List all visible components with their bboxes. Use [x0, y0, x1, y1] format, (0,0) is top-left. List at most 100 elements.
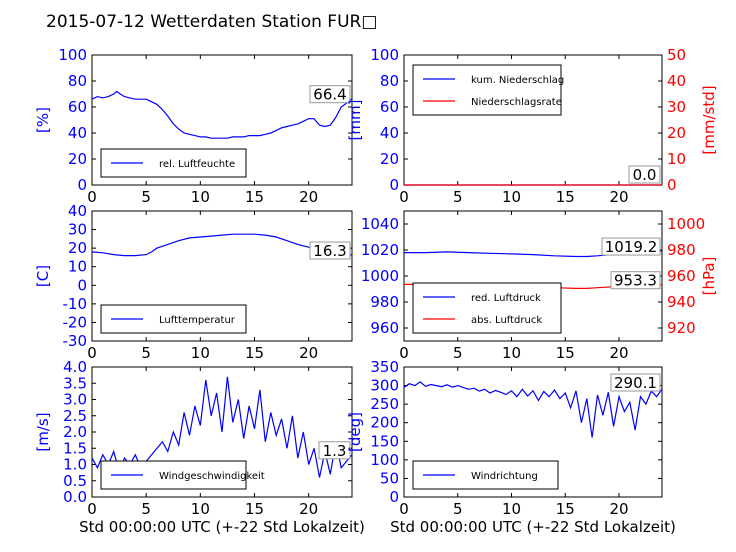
series-line-0 — [91, 233, 353, 257]
y-tick-label: 0 — [389, 488, 399, 506]
y-tick-label: 0.0 — [63, 488, 87, 506]
y-right-axis-label: [hPa] — [700, 257, 718, 296]
x-tick-label: 10 — [502, 500, 521, 518]
y-tick-label: 960 — [370, 319, 399, 337]
y-tick-label: 1040 — [361, 215, 399, 233]
legend-box — [412, 64, 562, 116]
y-right-tick-label: 20 — [667, 124, 686, 142]
y-axis-label: [m/s] — [34, 412, 52, 451]
y-tick-label: 0.5 — [63, 472, 87, 490]
subplot-humidity: 0 5 10 15 20 0 20 40 60 80 100 [%] 66.4 rel. Luftfeuc… — [34, 46, 353, 206]
y-tick-label: 1000 — [361, 267, 399, 285]
value-annotation-2-box — [610, 271, 661, 290]
legend-label: Windrichtung — [471, 471, 538, 482]
y-tick-label: 80 — [380, 72, 399, 90]
y-tick-label: 100 — [370, 451, 399, 469]
y-tick-label: 40 — [68, 124, 87, 142]
legend: Lufttemperatur — [100, 304, 247, 334]
y-tick-label: 350 — [370, 358, 399, 376]
figure-title: 2015-07-12 Wetterdaten Station FUR□ — [46, 12, 377, 32]
plot-frame — [91, 54, 353, 186]
y-tick-label: 10 — [68, 258, 87, 276]
y-tick-label: 60 — [380, 98, 399, 116]
value-annotation: 290.1 — [614, 374, 657, 392]
subplot-wind_speed: 0 5 10 15 20 0.00.51.01.52.02.53.03.54.0 [m/s]… — [34, 358, 365, 536]
x-tick-label: 10 — [502, 344, 521, 362]
x-tick-label: 5 — [453, 344, 463, 362]
x-tick-label: 15 — [245, 344, 264, 362]
y-right-tick-label: 30 — [667, 98, 686, 116]
x-tick-label: 20 — [609, 344, 628, 362]
legend-box — [412, 282, 562, 334]
value-annotation: 16.3 — [313, 242, 346, 260]
y-right-axis-label: [mm/std] — [700, 85, 718, 154]
y-tick-label: 20 — [68, 150, 87, 168]
value-annotation-2: 0.0 — [633, 166, 657, 184]
x-tick-label: 20 — [299, 188, 318, 206]
y-tick-label: 1020 — [361, 241, 399, 259]
y-tick-label: 0 — [77, 276, 87, 294]
x-tick-label: 5 — [453, 188, 463, 206]
y-tick-label: 0 — [389, 176, 399, 194]
subplot-temperature: 0 5 10 15 20-30-20-10010203040[C]16.3Lufttem… — [34, 202, 353, 362]
value-annotation: 1019.2 — [605, 238, 658, 256]
legend-box — [100, 148, 247, 178]
y-tick-label: 150 — [370, 432, 399, 450]
value-annotation-box — [601, 237, 661, 256]
y-tick-label: 50 — [380, 469, 399, 487]
y-right-tick-label: 50 — [667, 46, 686, 64]
y-axis-label: [mm] — [346, 100, 364, 141]
x-tick-label: 20 — [609, 188, 628, 206]
y-right-tick-label: 40 — [667, 72, 686, 90]
y-axis-label: [%] — [34, 107, 52, 133]
y-tick-label: 250 — [370, 395, 399, 413]
x-tick-label: 0 — [399, 188, 409, 206]
subplot-pressure: 0 5 10 15 20 960 980 1000 1020 1040 920 940 960 980 10… — [361, 210, 718, 362]
y-tick-label: 20 — [68, 239, 87, 257]
y-right-tick-label: 1000 — [667, 215, 705, 233]
x-tick-label: 10 — [191, 188, 210, 206]
x-tick-label: 20 — [609, 500, 628, 518]
y-tick-label: 300 — [370, 377, 399, 395]
x-tick-label: 15 — [556, 500, 575, 518]
y-tick-label: 80 — [68, 72, 87, 90]
value-annotation-box — [318, 441, 351, 460]
y-tick-label: 40 — [380, 124, 399, 142]
x-axis-label: Std 00:00:00 UTC (+-22 Std Lokalzeit) — [390, 518, 676, 536]
y-tick-label: 1.0 — [63, 456, 87, 474]
y-tick-label: -30 — [63, 332, 88, 350]
x-tick-label: 0 — [399, 500, 409, 518]
y-right-tick-label: 980 — [667, 241, 696, 259]
y-tick-label: 20 — [380, 150, 399, 168]
value-annotation: 66.4 — [313, 86, 346, 104]
y-right-tick-label: 0 — [667, 176, 677, 194]
legend-label: red. Luftdruck — [471, 293, 541, 304]
legend-label: rel. Luftfeuchte — [159, 159, 235, 170]
x-tick-label: 10 — [191, 344, 210, 362]
legend-label: Niederschlagsrate — [471, 97, 562, 108]
legend-label: abs. Luftdruck — [471, 315, 542, 326]
y-right-tick-label: 920 — [667, 319, 696, 337]
y-tick-label: 100 — [58, 46, 87, 64]
x-tick-label: 5 — [453, 500, 463, 518]
y-tick-label: 200 — [370, 414, 399, 432]
x-tick-label: 0 — [87, 188, 97, 206]
y-right-tick-label: 940 — [667, 293, 696, 311]
value-annotation: 1.3 — [323, 442, 347, 460]
y-tick-label: -20 — [63, 313, 88, 331]
legend: Windrichtung — [412, 460, 559, 490]
x-tick-label: 15 — [245, 188, 264, 206]
x-tick-label: 15 — [245, 500, 264, 518]
legend: red. Luftdruck abs. Luftdruck — [412, 282, 562, 334]
plot-frame — [91, 210, 353, 342]
y-axis-label: [C] — [34, 265, 52, 287]
series-line-0 — [91, 376, 353, 478]
x-tick-label: 15 — [556, 344, 575, 362]
x-tick-label: 0 — [87, 500, 97, 518]
y-tick-label: 0 — [77, 176, 87, 194]
legend-label: kum. Niederschlag — [471, 75, 564, 86]
value-annotation-box — [309, 241, 351, 260]
value-annotation-box — [610, 373, 661, 392]
value-annotation-2-box — [628, 165, 661, 184]
